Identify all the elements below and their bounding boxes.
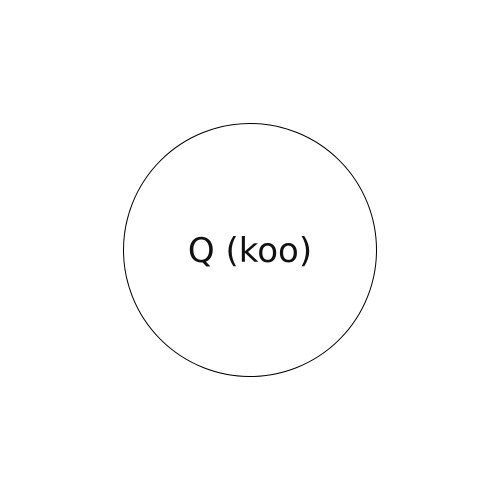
letter-circle: Q (koo) <box>123 123 377 377</box>
letter-label: Q (koo) <box>187 231 313 271</box>
